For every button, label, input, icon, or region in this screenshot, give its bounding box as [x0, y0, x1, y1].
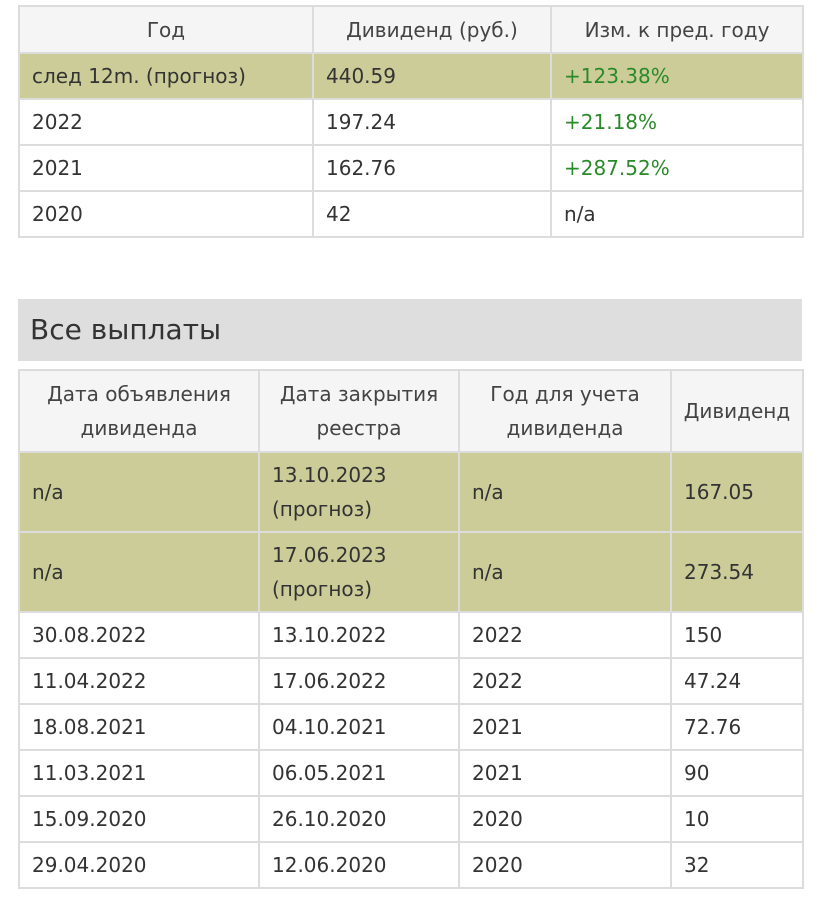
cell-announce-date: 11.03.2021 [18, 749, 260, 797]
section-title-all-payments: Все выплаты [18, 299, 802, 361]
cell-year: 2020 [18, 190, 314, 238]
cell-dividend: 162.76 [312, 144, 552, 192]
cell-close-date: 17.06.2022 [258, 657, 460, 705]
column-header-change: Изм. к пред. году [550, 5, 804, 54]
table-row: 2020 42 n/a [18, 190, 804, 238]
cell-year: 2022 [18, 98, 314, 146]
cell-dividend-year: 2021 [458, 749, 672, 797]
cell-dividend-year: n/a [458, 451, 672, 533]
cell-dividend: 197.24 [312, 98, 552, 146]
cell-close-date: 13.10.2022 [258, 611, 460, 659]
annual-dividends-table: Год Дивиденд (руб.) Изм. к пред. году сл… [18, 5, 804, 238]
cell-dividend-year: 2020 [458, 795, 672, 843]
column-header-dividend: Дивиденд (руб.) [312, 5, 552, 54]
cell-dividend: 90 [670, 749, 804, 797]
column-header-dividend-year: Год для учета дивиденда [458, 369, 672, 453]
cell-announce-date: 11.04.2022 [18, 657, 260, 705]
cell-dividend: 47.24 [670, 657, 804, 705]
cell-dividend: 72.76 [670, 703, 804, 751]
cell-close-date: 26.10.2020 [258, 795, 460, 843]
cell-change: n/a [550, 190, 804, 238]
column-header-year: Год [18, 5, 314, 54]
table-row: n/a 17.06.2023 (прогноз) n/a 273.54 [18, 531, 804, 613]
cell-dividend: 150 [670, 611, 804, 659]
cell-dividend: 42 [312, 190, 552, 238]
cell-year: 2021 [18, 144, 314, 192]
column-header-announce-date: Дата объявления дивиденда [18, 369, 260, 453]
cell-change: +123.38% [550, 52, 804, 100]
cell-announce-date: 15.09.2020 [18, 795, 260, 843]
table-row: 11.04.2022 17.06.2022 2022 47.24 [18, 657, 804, 705]
cell-change: +287.52% [550, 144, 804, 192]
table-row: 2022 197.24 +21.18% [18, 98, 804, 146]
cell-dividend-year: 2020 [458, 841, 672, 889]
payments-table: Дата объявления дивиденда Дата закрытия … [18, 369, 804, 889]
table-row: 29.04.2020 12.06.2020 2020 32 [18, 841, 804, 889]
cell-dividend-year: 2022 [458, 657, 672, 705]
cell-close-date: 04.10.2021 [258, 703, 460, 751]
column-header-close-date: Дата закрытия реестра [258, 369, 460, 453]
cell-dividend: 10 [670, 795, 804, 843]
table-row: 15.09.2020 26.10.2020 2020 10 [18, 795, 804, 843]
cell-dividend-year: 2021 [458, 703, 672, 751]
cell-announce-date: 29.04.2020 [18, 841, 260, 889]
column-header-dividend: Дивиденд [670, 369, 804, 453]
table-row: 18.08.2021 04.10.2021 2021 72.76 [18, 703, 804, 751]
table-row: след 12m. (прогноз) 440.59 +123.38% [18, 52, 804, 100]
cell-close-date: 06.05.2021 [258, 749, 460, 797]
table-row: 30.08.2022 13.10.2022 2022 150 [18, 611, 804, 659]
cell-dividend-year: n/a [458, 531, 672, 613]
cell-close-date: 17.06.2023 (прогноз) [258, 531, 460, 613]
cell-close-date: 12.06.2020 [258, 841, 460, 889]
cell-announce-date: 30.08.2022 [18, 611, 260, 659]
table-header-row: Год Дивиденд (руб.) Изм. к пред. году [18, 5, 804, 54]
cell-dividend: 167.05 [670, 451, 804, 533]
cell-dividend: 440.59 [312, 52, 552, 100]
cell-announce-date: n/a [18, 531, 260, 613]
table-row: 11.03.2021 06.05.2021 2021 90 [18, 749, 804, 797]
cell-close-date: 13.10.2023 (прогноз) [258, 451, 460, 533]
cell-dividend: 32 [670, 841, 804, 889]
cell-dividend-year: 2022 [458, 611, 672, 659]
table-row: 2021 162.76 +287.52% [18, 144, 804, 192]
cell-announce-date: 18.08.2021 [18, 703, 260, 751]
table-row: n/a 13.10.2023 (прогноз) n/a 167.05 [18, 451, 804, 533]
cell-dividend: 273.54 [670, 531, 804, 613]
cell-year: след 12m. (прогноз) [18, 52, 314, 100]
table-header-row: Дата объявления дивиденда Дата закрытия … [18, 369, 804, 453]
cell-change: +21.18% [550, 98, 804, 146]
cell-announce-date: n/a [18, 451, 260, 533]
